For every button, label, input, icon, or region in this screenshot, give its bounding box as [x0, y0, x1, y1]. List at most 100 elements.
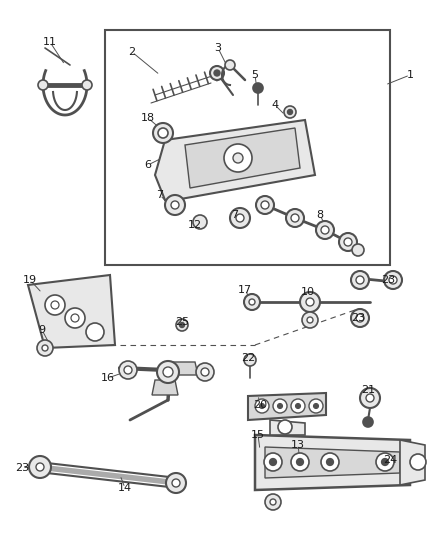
- Text: 4: 4: [272, 100, 279, 110]
- Text: 9: 9: [39, 325, 46, 335]
- Circle shape: [286, 209, 304, 227]
- Circle shape: [36, 463, 44, 471]
- Circle shape: [265, 494, 281, 510]
- Text: 21: 21: [361, 385, 375, 395]
- Circle shape: [153, 123, 173, 143]
- Circle shape: [233, 153, 243, 163]
- Text: 19: 19: [23, 275, 37, 285]
- Text: 8: 8: [316, 210, 324, 220]
- Circle shape: [158, 128, 168, 138]
- Circle shape: [316, 221, 334, 239]
- Circle shape: [176, 319, 188, 331]
- Circle shape: [165, 195, 185, 215]
- Text: 20: 20: [253, 400, 267, 410]
- Circle shape: [360, 388, 380, 408]
- Circle shape: [273, 399, 287, 413]
- Circle shape: [269, 458, 276, 465]
- Text: 10: 10: [301, 287, 315, 297]
- Circle shape: [230, 208, 250, 228]
- Text: 23: 23: [15, 463, 29, 473]
- Circle shape: [86, 323, 104, 341]
- Circle shape: [296, 403, 300, 408]
- Circle shape: [287, 109, 293, 115]
- Circle shape: [270, 499, 276, 505]
- Circle shape: [321, 453, 339, 471]
- Polygon shape: [152, 380, 178, 395]
- Circle shape: [193, 215, 207, 229]
- Circle shape: [321, 226, 329, 234]
- Circle shape: [210, 66, 224, 80]
- Circle shape: [29, 456, 51, 478]
- Polygon shape: [400, 440, 425, 485]
- Circle shape: [196, 363, 214, 381]
- Circle shape: [214, 70, 220, 76]
- Circle shape: [356, 276, 364, 284]
- Circle shape: [236, 214, 244, 222]
- Circle shape: [244, 294, 260, 310]
- Circle shape: [224, 144, 252, 172]
- Circle shape: [351, 309, 369, 327]
- Circle shape: [255, 399, 269, 413]
- Text: 23: 23: [381, 275, 395, 285]
- Circle shape: [291, 453, 309, 471]
- Circle shape: [314, 403, 318, 408]
- Text: 6: 6: [145, 160, 152, 170]
- Text: 15: 15: [251, 430, 265, 440]
- Circle shape: [352, 244, 364, 256]
- Circle shape: [278, 420, 292, 434]
- Circle shape: [157, 361, 179, 383]
- Circle shape: [163, 367, 173, 377]
- Polygon shape: [270, 420, 305, 435]
- Polygon shape: [185, 128, 300, 188]
- Text: 3: 3: [215, 43, 222, 53]
- Circle shape: [124, 366, 132, 374]
- Circle shape: [410, 454, 426, 470]
- Text: 14: 14: [118, 483, 132, 493]
- Circle shape: [171, 201, 179, 209]
- Text: 12: 12: [188, 220, 202, 230]
- Circle shape: [363, 417, 373, 427]
- Polygon shape: [255, 435, 410, 490]
- Circle shape: [389, 276, 397, 284]
- Circle shape: [366, 394, 374, 402]
- Circle shape: [306, 298, 314, 306]
- Circle shape: [300, 292, 320, 312]
- Text: 5: 5: [251, 70, 258, 80]
- Circle shape: [225, 60, 235, 70]
- Polygon shape: [28, 275, 115, 348]
- Text: 2: 2: [128, 47, 136, 57]
- Circle shape: [180, 322, 184, 327]
- Circle shape: [376, 453, 394, 471]
- Polygon shape: [265, 447, 400, 478]
- Circle shape: [291, 399, 305, 413]
- Circle shape: [302, 312, 318, 328]
- Circle shape: [201, 368, 209, 376]
- Text: 24: 24: [383, 455, 397, 465]
- Circle shape: [264, 453, 282, 471]
- Circle shape: [256, 196, 274, 214]
- Circle shape: [249, 299, 255, 305]
- Text: 1: 1: [406, 70, 413, 80]
- Circle shape: [351, 271, 369, 289]
- Text: 11: 11: [43, 37, 57, 47]
- Text: 25: 25: [175, 317, 189, 327]
- Circle shape: [45, 295, 65, 315]
- Circle shape: [259, 403, 265, 408]
- Circle shape: [307, 317, 313, 323]
- Circle shape: [244, 354, 256, 366]
- Text: 16: 16: [101, 373, 115, 383]
- Circle shape: [297, 458, 304, 465]
- Circle shape: [119, 361, 137, 379]
- Text: 18: 18: [141, 113, 155, 123]
- Circle shape: [42, 345, 48, 351]
- Text: 7: 7: [156, 190, 163, 200]
- Circle shape: [326, 458, 333, 465]
- Text: 7: 7: [231, 210, 239, 220]
- Polygon shape: [248, 393, 326, 420]
- Circle shape: [384, 271, 402, 289]
- Circle shape: [37, 340, 53, 356]
- Circle shape: [291, 214, 299, 222]
- Polygon shape: [172, 362, 198, 375]
- Circle shape: [278, 403, 283, 408]
- Text: 13: 13: [291, 440, 305, 450]
